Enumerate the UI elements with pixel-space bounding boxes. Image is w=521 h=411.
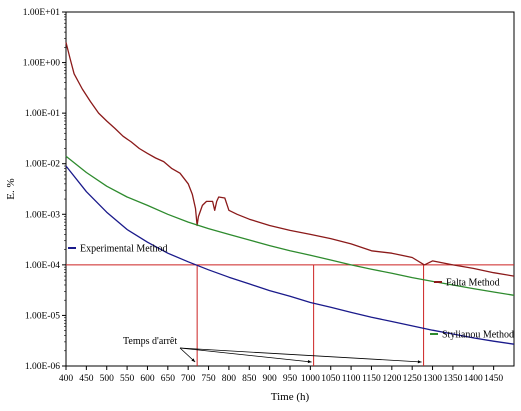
x-tick-label: 950 (283, 374, 298, 384)
x-tick-label: 750 (201, 374, 216, 384)
x-tick-label: 1350 (443, 374, 462, 384)
x-tick-label: 700 (181, 374, 196, 384)
y-tick-label: 1.00E-04 (25, 261, 60, 271)
x-tick-label: 550 (120, 374, 135, 384)
annotation-arrowhead (191, 358, 196, 362)
x-tick-label: 600 (140, 374, 155, 384)
x-tick-label: 1450 (484, 374, 503, 384)
y-tick-label: 1.00E-05 (25, 311, 60, 321)
x-tick-label: 450 (79, 374, 94, 384)
annotation-arrowhead (417, 360, 422, 364)
x-axis-title: Time (h) (271, 391, 310, 403)
y-tick-label: 1.00E+00 (23, 59, 61, 69)
annotation-arrowhead (307, 360, 312, 364)
y-tick-label: 1.00E-01 (25, 109, 60, 119)
x-tick-label: 1050 (321, 374, 340, 384)
plot-area-border (65, 11, 515, 367)
x-tick-label: 1150 (362, 374, 381, 384)
reference-lines (66, 264, 514, 366)
y-tick-label: 1.00E-02 (25, 160, 60, 170)
plot-frame (65, 11, 515, 367)
x-axis: 400 450 500 550 600 650 700 750 800 850 900 950 1000… (59, 366, 503, 384)
y-axis-title: E. % (5, 178, 17, 199)
x-tick-label: 1300 (423, 374, 442, 384)
x-tick-label: 800 (222, 374, 237, 384)
series-line-stylianou-method (65, 155, 515, 296)
series-group (65, 42, 515, 345)
x-tick-label: 1250 (403, 374, 422, 384)
legend-label: Stylianou Method (442, 330, 514, 341)
x-tick-label: 500 (100, 374, 115, 384)
x-tick-label: 900 (263, 374, 278, 384)
series-line-experimental-method (65, 165, 515, 345)
x-tick-label: 1100 (342, 374, 361, 384)
legend-label: Falta Method (446, 278, 500, 289)
annotation-arrow (179, 347, 422, 363)
x-tick-label: 850 (242, 374, 257, 384)
annotation-arrow (179, 347, 312, 363)
x-tick-label: 400 (59, 374, 74, 384)
x-tick-label: 1200 (382, 374, 401, 384)
annotation-label: Temps d'arrêt (123, 336, 177, 347)
x-tick-label: 1400 (464, 374, 483, 384)
series-line-falta-method (65, 42, 515, 277)
y-tick-label: 1.00E+01 (23, 8, 61, 18)
y-tick-label: 1.00E-03 (25, 210, 60, 220)
y-axis: 1.00E+01 1.00E+00 1.00E-01 1.00E-02 1.00E-03… (23, 8, 66, 372)
annotation: Temps d'arrêt (123, 336, 422, 364)
legend: Experimental Method Falta Method Stylianou… (68, 244, 514, 341)
x-tick-label: 1000 (301, 374, 320, 384)
y-tick-label: 1.00E-06 (25, 362, 60, 372)
x-tick-label: 650 (161, 374, 176, 384)
legend-label: Experimental Method (80, 244, 167, 255)
